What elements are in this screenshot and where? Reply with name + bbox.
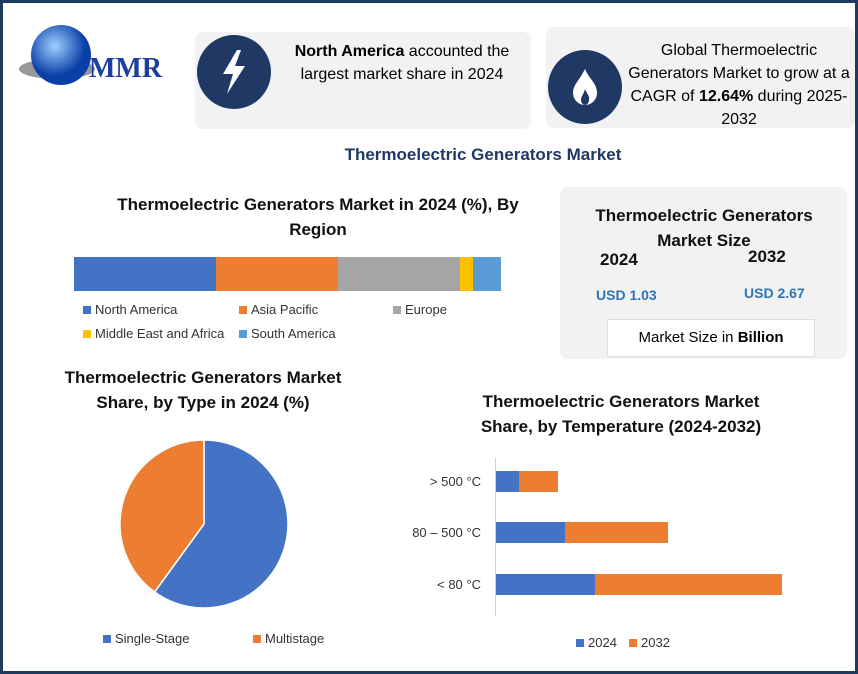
legend-label: Multistage xyxy=(265,631,325,646)
region-legend-item: Asia Pacific xyxy=(239,302,318,317)
legend-label: Middle East and Africa xyxy=(95,326,225,341)
flame-icon xyxy=(548,50,622,124)
temp-bar-2024 xyxy=(496,471,519,492)
legend-swatch xyxy=(576,638,584,647)
legend-label: 2024 xyxy=(588,635,617,650)
legend-swatch xyxy=(253,634,261,643)
logo-text: MMR xyxy=(89,53,163,84)
banner2-bold: 12.64% xyxy=(698,88,754,105)
temp-axis-label: 80 – 500 °C xyxy=(412,525,481,540)
value-2024: USD 1.03 xyxy=(596,287,657,303)
region-legend-item: Middle East and Africa xyxy=(83,326,224,341)
region-legend-item: South America xyxy=(239,326,336,341)
legend-swatch xyxy=(239,329,247,338)
region-stacked-bar xyxy=(74,257,501,291)
banner2-text: Global Thermoelectric Generators Market … xyxy=(626,39,852,131)
unit-pre: Market Size in xyxy=(638,329,738,346)
pie-slice-single-stage xyxy=(153,439,289,609)
pie-slice-multistage xyxy=(119,439,205,594)
globe-icon xyxy=(19,25,95,85)
temp-legend-item: 2024 xyxy=(576,635,617,650)
temp-bar-2024 xyxy=(496,574,595,595)
legend-swatch xyxy=(83,305,91,314)
region-legend-item: Europe xyxy=(393,302,447,317)
legend-swatch xyxy=(393,305,401,314)
legend-swatch xyxy=(239,305,247,314)
region-segment-1 xyxy=(215,257,338,291)
region-chart-title: Thermoelectric Generators Market in 2024… xyxy=(117,195,519,239)
legend-label: Europe xyxy=(405,302,447,317)
legend-label: Asia Pacific xyxy=(251,302,319,317)
type-chart-title: Thermoelectric Generators Market Share, … xyxy=(64,368,342,412)
banner2-pre: Global Thermoelectric Generators Market … xyxy=(628,42,850,105)
market-size-card: Thermoelectric Generators Market Size 20… xyxy=(560,187,847,359)
banner2-post: during 2025-2032 xyxy=(721,88,848,128)
banner1-bold: North America xyxy=(294,43,405,60)
temp-bar-2032 xyxy=(519,471,558,492)
region-segment-0 xyxy=(74,257,216,291)
legend-label: Single-Stage xyxy=(115,631,190,646)
temp-legend-item: 2032 xyxy=(629,635,670,650)
temp-bar-2024 xyxy=(496,522,565,543)
temp-axis-label: > 500 °C xyxy=(429,474,481,489)
temp-axis-label: < 80 °C xyxy=(437,577,481,592)
legend-label: South America xyxy=(251,326,336,341)
type-pie-chart xyxy=(119,439,289,609)
unit-box: Market Size in Billion xyxy=(607,319,815,357)
temp-bar-2032 xyxy=(565,522,668,543)
region-legend-item: North America xyxy=(83,302,177,317)
banner-north-america: North America accounted the largest mark… xyxy=(195,32,531,129)
year-2024: 2024 xyxy=(600,250,638,269)
legend-label: North America xyxy=(95,302,178,317)
temp-axis-line xyxy=(495,458,496,616)
main-title: Thermoelectric Generators Market xyxy=(344,145,622,164)
region-segment-2 xyxy=(337,257,460,291)
temp-chart-title: Thermoelectric Generators Market Share, … xyxy=(480,392,762,436)
value-2032: USD 2.67 xyxy=(744,285,805,301)
legend-swatch xyxy=(103,634,111,643)
banner1-rest: accounted the largest market share in 20… xyxy=(300,43,510,83)
banner-cagr: Global Thermoelectric Generators Market … xyxy=(546,27,855,128)
banner1-text: North America accounted the largest mark… xyxy=(277,40,527,86)
lightning-icon xyxy=(197,35,271,109)
pie-legend-item: Multistage xyxy=(253,631,324,646)
legend-label: 2032 xyxy=(641,635,670,650)
pie-legend-item: Single-Stage xyxy=(103,631,189,646)
region-segment-3 xyxy=(459,257,474,291)
legend-swatch xyxy=(83,329,91,338)
market-size-title: Thermoelectric Generators Market Size xyxy=(595,206,813,250)
region-segment-4 xyxy=(473,257,501,291)
unit-bold: Billion xyxy=(737,329,784,346)
mmr-logo: MMR xyxy=(17,21,177,91)
year-2032: 2032 xyxy=(748,247,786,266)
temp-bar-2032 xyxy=(595,574,782,595)
legend-swatch xyxy=(629,638,637,647)
